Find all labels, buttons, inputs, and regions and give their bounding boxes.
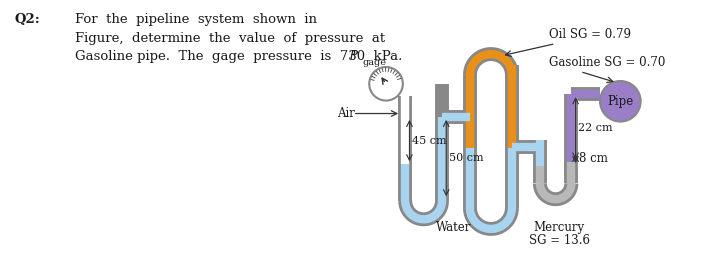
Circle shape [369,67,402,101]
Text: $P$: $P$ [349,49,359,62]
Text: Mercury: Mercury [534,221,585,234]
Text: Pipe: Pipe [607,95,634,108]
Text: 8 cm: 8 cm [579,152,608,166]
Text: gage: gage [363,58,387,67]
Text: Gasoline SG = 0.70: Gasoline SG = 0.70 [549,56,665,69]
Text: Q2:: Q2: [14,13,40,26]
Text: 22 cm: 22 cm [578,123,613,133]
Text: Oil SG = 0.79: Oil SG = 0.79 [549,28,631,41]
Text: Water: Water [436,221,472,234]
Text: SG = 13.6: SG = 13.6 [528,234,590,247]
Text: For  the  pipeline  system  shown  in
Figure,  determine  the  value  of  pressu: For the pipeline system shown in Figure,… [75,13,402,63]
Text: 45 cm: 45 cm [413,136,447,146]
Text: 50 cm: 50 cm [449,153,484,163]
Text: Air: Air [337,107,355,120]
Circle shape [600,81,641,122]
